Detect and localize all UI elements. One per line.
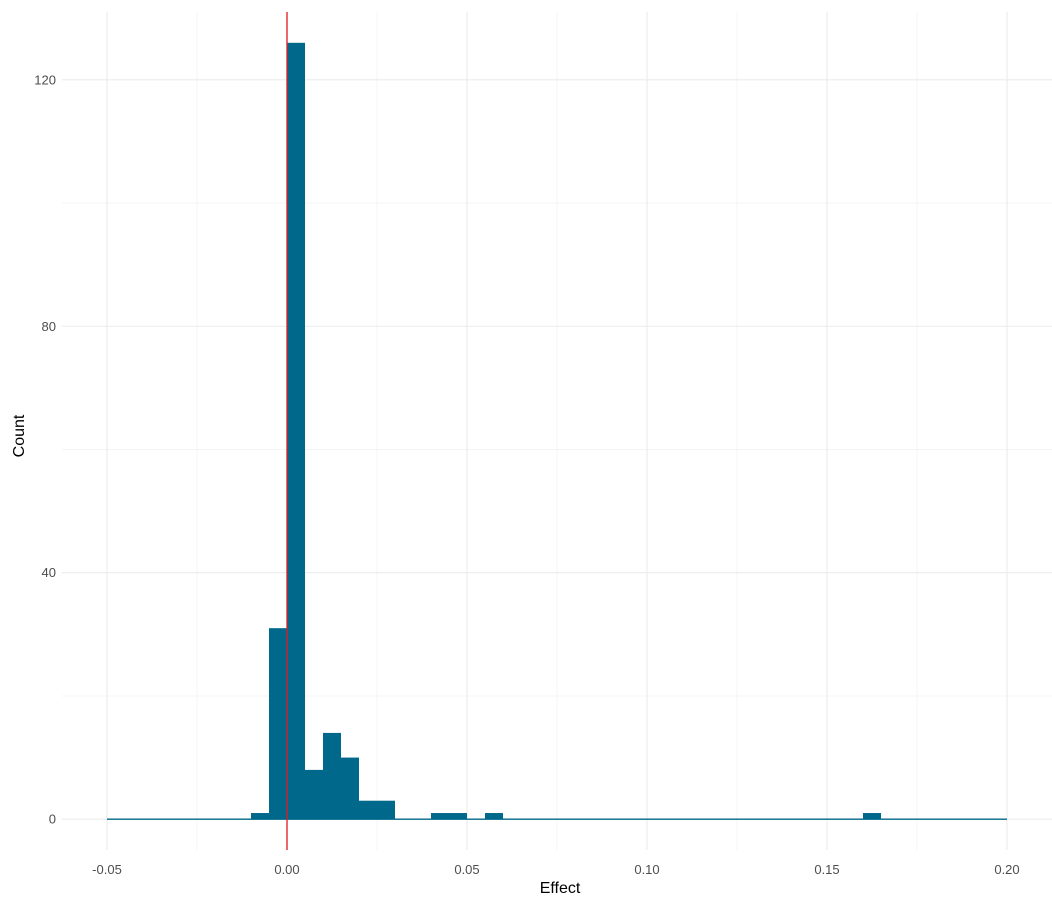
histogram-bar (449, 813, 467, 820)
y-tick-label: 120 (34, 72, 56, 87)
x-axis-title: Effect (540, 880, 581, 897)
histogram-bar (863, 813, 881, 820)
x-tick-label: 0.10 (634, 862, 659, 877)
histogram-bar (251, 813, 269, 820)
y-tick-label: 40 (42, 565, 56, 580)
histogram-bar (377, 800, 395, 820)
x-tick-label: 0.05 (454, 862, 479, 877)
y-tick-label: 0 (49, 812, 56, 827)
y-tick-label: 80 (42, 319, 56, 334)
x-tick-label: 0.20 (994, 862, 1019, 877)
x-axis-ticks: -0.05 0.00 0.05 0.10 0.15 0.20 (92, 862, 1019, 877)
y-axis-ticks: 0 40 80 120 (34, 72, 56, 826)
histogram-bar (323, 732, 341, 820)
histogram-bar (359, 800, 377, 820)
histogram-bar (287, 42, 305, 820)
x-tick-label: -0.05 (92, 862, 122, 877)
histogram-bar (269, 628, 287, 820)
histogram-bar (485, 813, 503, 820)
histogram-bar (305, 769, 323, 820)
histogram-bar (431, 813, 449, 820)
x-tick-label: 0.00 (274, 862, 299, 877)
x-tick-label: 0.15 (814, 862, 839, 877)
minor-gridlines (62, 12, 1052, 850)
histogram-bar (341, 757, 359, 820)
histogram-bars (251, 42, 881, 820)
y-axis-title: Count (11, 414, 28, 457)
